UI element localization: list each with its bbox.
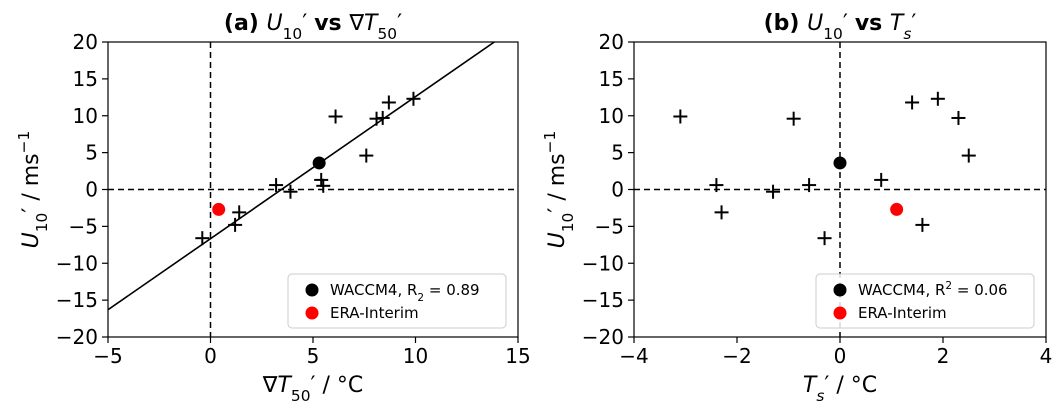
x-tick-label: 5 bbox=[307, 344, 320, 368]
x-tick-label: −5 bbox=[93, 344, 122, 368]
plus-marker bbox=[406, 91, 421, 106]
y-axis-label: U10′ / ms−1 bbox=[15, 131, 51, 249]
x-tick-label: 0 bbox=[204, 344, 217, 368]
y-tick-label: 15 bbox=[599, 67, 624, 91]
x-tick-label: −2 bbox=[722, 344, 751, 368]
plus-marker bbox=[714, 205, 729, 220]
plus-marker bbox=[314, 172, 329, 187]
x-tick-label: 2 bbox=[937, 344, 950, 368]
y-tick-label: −20 bbox=[582, 325, 624, 349]
y-tick-label: 15 bbox=[73, 67, 98, 91]
x-tick-label: −4 bbox=[619, 344, 648, 368]
plus-marker bbox=[228, 217, 243, 232]
x-tick-label: 15 bbox=[505, 344, 530, 368]
legend: WACCM4, R2 = 0.06 ERA-Interim bbox=[815, 273, 1035, 329]
plus-marker bbox=[951, 110, 966, 125]
plus-marker bbox=[930, 91, 945, 106]
y-tick-label: −15 bbox=[56, 288, 98, 312]
y-tick-label: 5 bbox=[611, 141, 624, 165]
legend-label: ERA-Interim bbox=[330, 304, 419, 322]
y-tick-label: 5 bbox=[85, 141, 98, 165]
plus-marker bbox=[232, 205, 247, 220]
waccm4-mean-point bbox=[312, 156, 326, 170]
y-axis-label: U10′ / ms−1 bbox=[541, 131, 577, 249]
plus-marker bbox=[283, 184, 298, 199]
plus-marker bbox=[375, 110, 390, 125]
plus-marker bbox=[766, 184, 781, 199]
y-tick-label: −15 bbox=[582, 288, 624, 312]
y-tick-label: −20 bbox=[56, 325, 98, 349]
plus-marker bbox=[195, 231, 210, 246]
era-interim-point bbox=[212, 202, 226, 216]
era-interim-point bbox=[890, 202, 904, 216]
x-tick-label: 0 bbox=[834, 344, 847, 368]
waccm4-mean-point bbox=[833, 156, 847, 170]
legend-label: WACCM4, R2 = 0.06 bbox=[858, 280, 1008, 299]
legend-label: ERA-Interim bbox=[858, 304, 947, 322]
y-tick-label: 20 bbox=[73, 30, 98, 54]
plus-marker bbox=[709, 178, 724, 193]
y-tick-label: 0 bbox=[611, 178, 624, 202]
plus-marker bbox=[328, 109, 343, 124]
plus-marker bbox=[817, 231, 832, 246]
panel-a: −5 0 5 10 15 −20 −15 −10 −5 0 5 10 15 20 (a) U10′ vs ∇… bbox=[15, 11, 531, 405]
x-axis-label: ∇T50′ / °C bbox=[262, 373, 364, 404]
legend-marker bbox=[305, 283, 319, 297]
y-tick-label: 20 bbox=[599, 30, 624, 54]
legend-label: WACCM4, R2 = 0.89 bbox=[330, 281, 480, 304]
plus-marker bbox=[961, 148, 976, 163]
legend-marker bbox=[305, 306, 319, 320]
regression-line bbox=[108, 42, 496, 311]
plus-marker bbox=[874, 172, 889, 187]
legend-marker bbox=[833, 283, 847, 297]
y-tick-label: −5 bbox=[595, 214, 624, 238]
y-tick-label: 0 bbox=[85, 178, 98, 202]
plus-marker bbox=[915, 217, 930, 232]
y-tick-label: 10 bbox=[599, 104, 624, 128]
x-tick-label: 10 bbox=[403, 344, 428, 368]
x-tick-label: 4 bbox=[1040, 344, 1053, 368]
plus-marker bbox=[802, 178, 817, 193]
y-tick-label: −10 bbox=[582, 251, 624, 275]
y-tick-label: −10 bbox=[56, 251, 98, 275]
plus-marker bbox=[269, 178, 284, 193]
plus-marker bbox=[905, 95, 920, 110]
plus-marker bbox=[316, 178, 331, 193]
plus-marker bbox=[381, 95, 396, 110]
y-tick-label: 10 bbox=[73, 104, 98, 128]
plus-marker bbox=[359, 148, 374, 163]
x-axis-label: Ts′ / °C bbox=[803, 373, 877, 404]
y-tick-label: −5 bbox=[69, 214, 98, 238]
plus-marker bbox=[673, 109, 688, 124]
chart-title: (b) U10′ vs Ts′ bbox=[764, 11, 917, 43]
chart-title: (a) U10′ vs ∇T50′ bbox=[224, 11, 402, 43]
plus-marker bbox=[786, 111, 801, 126]
legend-marker bbox=[833, 306, 847, 320]
